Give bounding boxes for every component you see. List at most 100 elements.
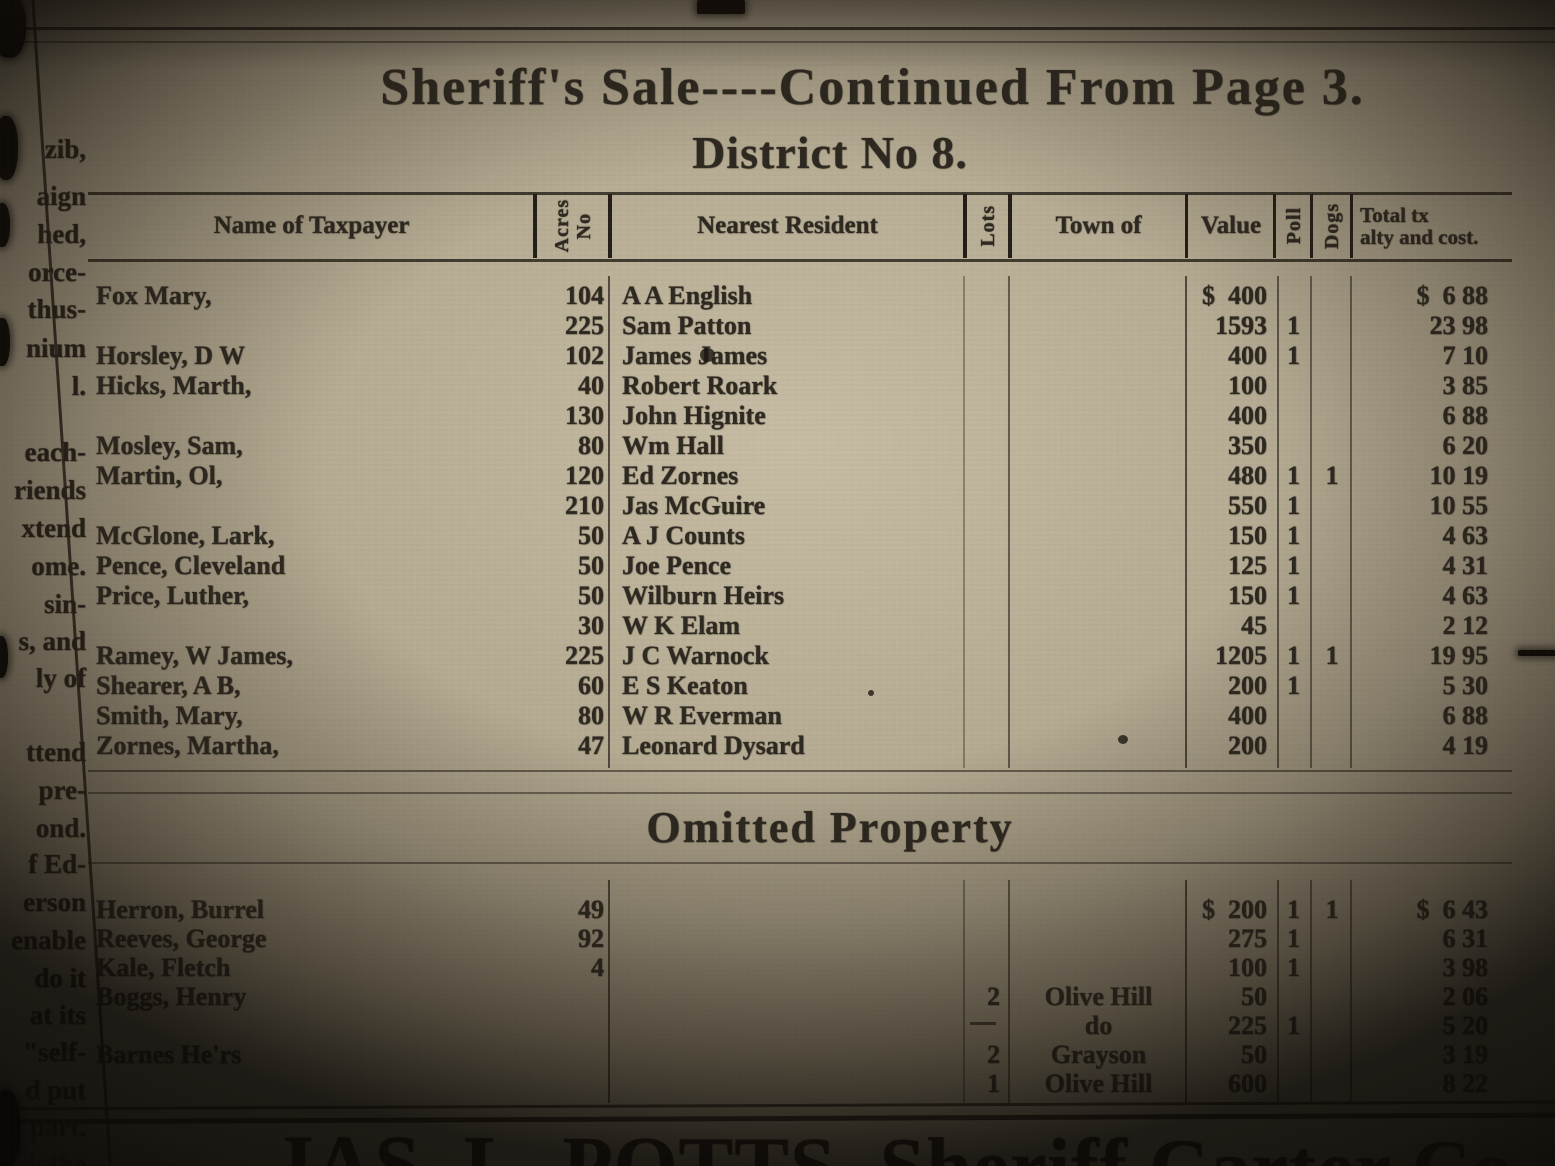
cell-value: $ 400 <box>1202 281 1267 310</box>
cell-acres: 225 <box>565 311 604 340</box>
header-bar <box>1350 194 1353 258</box>
cell-lots <box>965 401 1010 431</box>
table-row: Zornes, Martha, 47 Leonard Dysard 200 4 19 <box>88 731 1512 761</box>
header-bar <box>1310 194 1313 258</box>
cell-dogs <box>1312 311 1352 341</box>
cell-total: 4 31 <box>1442 551 1489 580</box>
cell-poll <box>1275 611 1312 641</box>
cell-lots <box>965 491 1010 521</box>
cell-name: Martin, Ol, <box>96 461 223 490</box>
body-rule <box>1277 880 1279 1103</box>
cell-value: 275 <box>1228 924 1267 953</box>
column-header-name: Name of Taxpayer <box>213 212 410 239</box>
cell-poll: 1 <box>1287 895 1300 924</box>
margin-text-fragment: pre- <box>38 775 87 805</box>
table-row: Hicks, Marth, 40 Robert Roark 100 3 85 <box>88 371 1512 401</box>
cell-town <box>1010 611 1187 641</box>
cell-town <box>1010 371 1187 401</box>
section-rule <box>88 862 1512 864</box>
column-header-total: Total tx alty and cost. <box>1360 203 1479 249</box>
cell-resident: Wm Hall <box>622 431 724 460</box>
cell-resident: W K Elam <box>622 611 740 640</box>
column-header-acres-word: Acres <box>550 199 573 253</box>
ink-speck <box>868 690 874 696</box>
cell-dogs: 1 <box>1325 641 1339 670</box>
cell-acres: 60 <box>578 671 604 700</box>
cell-town <box>1010 953 1187 982</box>
table-row: 130 John Hignite 400 6 88 <box>88 401 1512 431</box>
margin-text-fragment: erson <box>23 887 86 917</box>
cell-resident <box>610 895 965 924</box>
cell-town <box>1010 491 1187 521</box>
margin-text-fragment: aign <box>36 181 86 211</box>
cell-town <box>1010 895 1187 924</box>
margin-text-fragment: f Ed- <box>28 849 86 879</box>
table-row: Price, Luther, 50 Wilburn Heirs 150 1 4 63 <box>88 581 1512 611</box>
header-bar <box>1008 194 1012 258</box>
scan-artifact <box>0 0 26 58</box>
header-bar <box>533 194 537 258</box>
cell-dogs: 1 <box>1325 895 1339 924</box>
cell-poll <box>1275 431 1312 461</box>
cell-name: Pence, Cleveland <box>96 551 286 580</box>
cell-value: 600 <box>1228 1069 1267 1098</box>
cell-lots: 2 <box>987 1040 1000 1069</box>
scan-artifact <box>697 0 745 14</box>
cell-total: 6 88 <box>1442 701 1489 730</box>
cell-lots <box>965 953 1010 982</box>
cell-acres: 50 <box>578 521 604 550</box>
main-table-body: Fox Mary, 104 A A English $ 400 $ 6 88 225 Sam… <box>88 281 1512 761</box>
cell-acres: 92 <box>578 924 604 953</box>
cell-lots: 1 <box>987 1069 1000 1098</box>
cell-total: 4 63 <box>1442 521 1489 550</box>
cell-acres: 102 <box>565 341 604 370</box>
table-row: Shearer, A B, 60 E S Keaton 200 1 5 30 <box>88 671 1512 701</box>
cell-lots <box>965 431 1010 461</box>
margin-text-fragment: rk the <box>16 1149 86 1166</box>
cell-dogs <box>1312 1040 1352 1069</box>
cell-acres <box>535 1040 610 1069</box>
body-rule <box>1008 880 1010 1103</box>
cell-town <box>1010 731 1187 761</box>
cell-name <box>88 401 535 431</box>
margin-text-fragment: thus- <box>27 294 86 324</box>
table-row: 1 Olive Hill 600 8 22 <box>88 1069 1512 1098</box>
ditto-dash <box>970 1022 996 1025</box>
header-bar <box>1273 194 1276 258</box>
cell-total: 19 95 <box>1429 641 1489 670</box>
cell-resident: Jas McGuire <box>622 491 766 520</box>
margin-text-fragment: zib, <box>44 134 86 164</box>
cell-town: Olive Hill <box>1044 982 1153 1011</box>
table-row: McGlone, Lark, 50 A J Counts 150 1 4 63 <box>88 521 1512 551</box>
cell-poll <box>1275 401 1312 431</box>
cell-name <box>88 1011 535 1040</box>
cell-poll: 1 <box>1287 641 1300 670</box>
cell-value: 1205 <box>1215 641 1267 670</box>
table-row: Reeves, George 92 275 1 6 31 <box>88 924 1512 953</box>
cell-value: 200 <box>1228 671 1267 700</box>
cell-value: 50 <box>1241 1040 1267 1069</box>
cell-poll: 1 <box>1287 953 1300 982</box>
margin-text-fragment: enable <box>10 925 86 955</box>
cell-poll: 1 <box>1287 311 1300 340</box>
cell-name: Reeves, George <box>96 924 267 953</box>
table-row: Smith, Mary, 80 W R Everman 400 6 88 <box>88 701 1512 731</box>
cell-lots <box>965 671 1010 701</box>
cell-poll <box>1275 371 1312 401</box>
cell-resident: Leonard Dysard <box>622 731 805 760</box>
cell-acres <box>535 1011 610 1040</box>
cell-value: 225 <box>1228 1011 1267 1040</box>
top-rule-1 <box>0 27 1555 30</box>
cell-dogs <box>1312 671 1352 701</box>
cell-lots <box>965 701 1010 731</box>
district-subtitle: District No 8. <box>692 127 968 178</box>
cell-poll: 1 <box>1287 521 1300 550</box>
cell-acres <box>535 982 610 1011</box>
cell-value: 480 <box>1228 461 1267 490</box>
header-bar <box>608 194 612 258</box>
cell-resident <box>610 1069 965 1098</box>
omitted-property-heading: Omitted Property <box>646 803 1014 852</box>
cell-dogs <box>1312 341 1352 371</box>
cell-poll: 1 <box>1287 551 1300 580</box>
table-header-row: Name of Taxpayer No Acres Nearest Reside… <box>88 194 1512 258</box>
